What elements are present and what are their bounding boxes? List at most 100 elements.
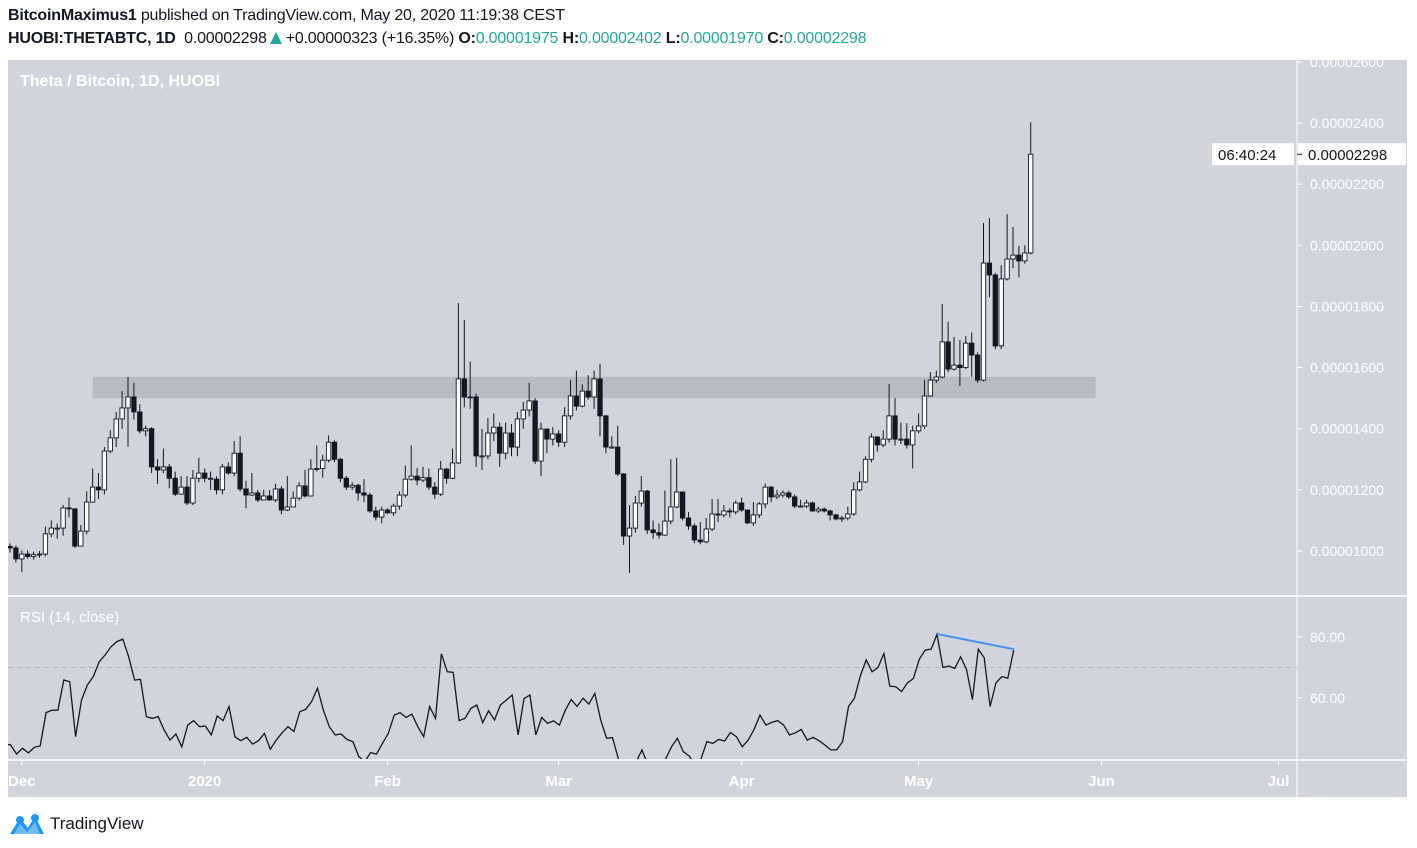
candle-body <box>178 486 184 495</box>
candle <box>473 393 479 467</box>
candle-body <box>986 262 993 276</box>
candle <box>626 505 633 574</box>
price-axis-label: 0.00001200 <box>1310 482 1384 498</box>
candle <box>992 272 998 350</box>
candle-body <box>54 527 60 530</box>
candle <box>426 468 432 490</box>
candle <box>768 486 774 503</box>
candle <box>296 482 302 501</box>
candle <box>644 489 650 535</box>
candle <box>19 550 25 573</box>
price-axis-label: 0.00001800 <box>1310 298 1384 314</box>
candle <box>184 476 190 506</box>
candle <box>969 332 975 377</box>
candle-body <box>213 478 220 491</box>
candle <box>278 486 285 515</box>
candle <box>656 523 662 539</box>
candle-body <box>1016 254 1022 262</box>
candle <box>137 404 143 434</box>
candle-body <box>25 553 31 557</box>
candle <box>219 463 226 495</box>
candle <box>561 407 568 448</box>
candle-body <box>414 475 420 481</box>
candle-body <box>84 501 90 532</box>
candle <box>390 503 397 516</box>
candle <box>361 479 367 503</box>
time-axis-label: 2020 <box>188 773 221 790</box>
candle-body <box>1010 254 1016 260</box>
candle <box>331 440 338 463</box>
candle-body <box>733 502 739 513</box>
candle-body <box>620 473 627 537</box>
candle-body <box>325 441 332 461</box>
candle <box>815 506 821 514</box>
candle <box>721 505 727 518</box>
candle <box>13 545 19 563</box>
triangle-up-icon <box>269 32 282 44</box>
candle <box>898 422 904 445</box>
author-name[interactable]: BitcoinMaximus1 <box>8 7 137 24</box>
candle-body <box>379 509 385 518</box>
candle-body <box>750 514 757 524</box>
candle <box>998 265 1004 350</box>
candle-body <box>154 466 161 471</box>
candle-body <box>13 547 19 560</box>
candle <box>502 422 509 460</box>
candle-body <box>886 415 892 440</box>
candle <box>396 491 403 510</box>
candle-body <box>420 477 426 481</box>
candle-body <box>455 378 462 464</box>
candle-body <box>479 455 485 458</box>
candle-body <box>945 341 951 370</box>
candle <box>910 425 916 469</box>
candle <box>915 413 922 434</box>
candle-body <box>532 400 538 462</box>
candle-body <box>727 510 733 513</box>
candle <box>520 401 526 429</box>
candle <box>78 525 84 547</box>
rsi-axis-label: 60.00 <box>1310 690 1345 706</box>
candle-body <box>656 532 662 536</box>
price-change: +0.00000323 (+16.35%) <box>285 30 455 47</box>
tradingview-logo[interactable]: TradingView <box>8 812 144 836</box>
candle <box>25 550 31 559</box>
chart-area[interactable] <box>8 60 1407 797</box>
candle <box>432 482 438 500</box>
candle-body <box>874 436 880 446</box>
candle <box>585 375 591 400</box>
candle <box>691 523 698 544</box>
tradingview-logo-icon <box>10 814 44 834</box>
candle-body <box>998 278 1004 347</box>
candle-body <box>320 459 326 469</box>
candle <box>54 523 60 539</box>
candle <box>957 340 963 386</box>
candle <box>414 467 420 486</box>
candle <box>780 490 786 498</box>
last-price-label: 0.00002298 <box>1308 147 1387 164</box>
candle <box>213 476 220 495</box>
low-label: L: <box>665 30 681 47</box>
candle <box>166 463 172 489</box>
candle <box>868 433 875 463</box>
candle-body <box>603 415 609 448</box>
candle <box>727 508 733 518</box>
candle <box>532 398 538 464</box>
price-axis-label: 0.00001000 <box>1310 543 1384 559</box>
candle-body <box>449 462 456 479</box>
candle-body <box>266 495 273 501</box>
low-value: 0.00001970 <box>680 30 764 47</box>
candle-body <box>66 507 72 510</box>
candle <box>550 427 556 446</box>
candle-body <box>119 407 125 420</box>
candle-body <box>290 497 296 508</box>
candle <box>178 476 184 495</box>
candle <box>461 319 467 408</box>
rsi-pane-title: RSI (14, close) <box>20 609 120 626</box>
candle <box>131 382 137 420</box>
candle-body <box>821 508 827 512</box>
candle <box>974 352 981 383</box>
candle-body <box>679 491 686 519</box>
candle <box>119 391 125 429</box>
candle <box>36 551 43 558</box>
